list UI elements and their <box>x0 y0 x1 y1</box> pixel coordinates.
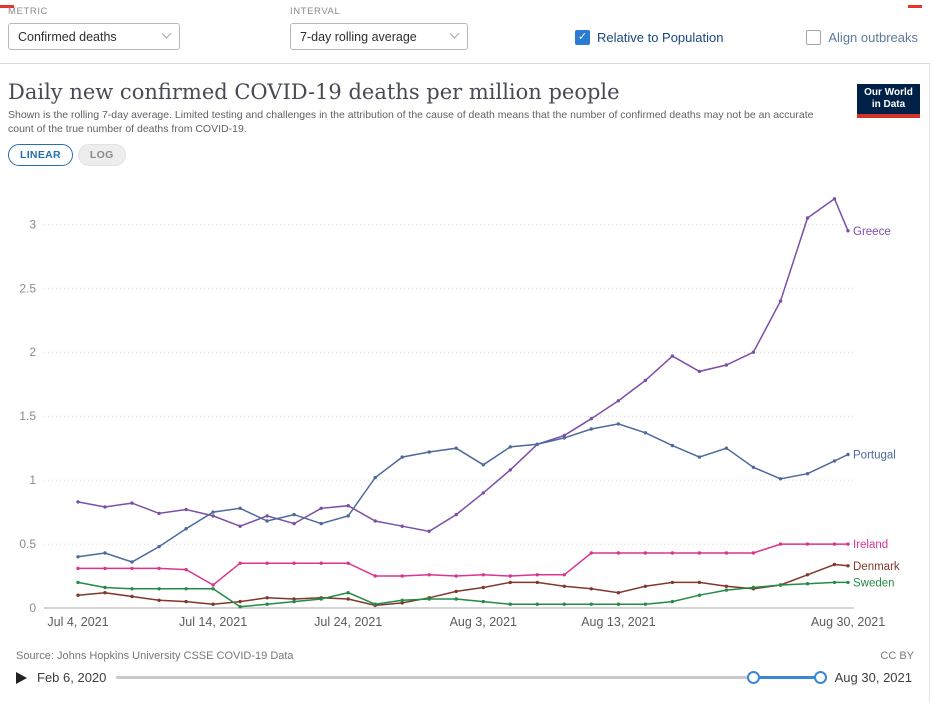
scale-toggle: LINEAR LOG <box>8 144 922 167</box>
source-row: Source: Johns Hopkins University CSSE CO… <box>8 650 922 662</box>
svg-text:Aug 3, 2021: Aug 3, 2021 <box>450 615 517 629</box>
slider-start-handle[interactable] <box>746 671 760 685</box>
svg-text:Jul 24, 2021: Jul 24, 2021 <box>314 615 382 629</box>
interval-select[interactable]: 7-day rolling average <box>290 23 468 50</box>
metric-select-value: Confirmed deaths <box>18 29 117 44</box>
log-scale-button[interactable]: LOG <box>77 144 126 167</box>
interval-select-value: 7-day rolling average <box>300 29 417 44</box>
svg-text:0.5: 0.5 <box>19 537 36 551</box>
logo-line-1: Our World <box>864 86 913 98</box>
checkbox-unchecked-icon <box>806 30 822 45</box>
chevron-down-icon <box>449 28 460 39</box>
svg-text:Aug 30, 2021: Aug 30, 2021 <box>811 615 885 629</box>
svg-text:Jul 4, 2021: Jul 4, 2021 <box>47 615 108 629</box>
timeline-end-label: Aug 30, 2021 <box>834 670 912 686</box>
checkbox-checked-icon: ✓ <box>575 30 590 45</box>
source-text[interactable]: Source: Johns Hopkins University CSSE CO… <box>16 650 294 663</box>
svg-text:Aug 13, 2021: Aug 13, 2021 <box>581 615 655 629</box>
controls-bar: METRIC Confirmed deaths INTERVAL 7-day r… <box>0 0 930 64</box>
svg-text:Portugal: Portugal <box>853 450 896 462</box>
slider-track[interactable] <box>116 676 825 680</box>
svg-text:1: 1 <box>29 473 36 487</box>
timeline-row: Feb 6, 2020 Aug 30, 2021 <box>8 662 922 685</box>
relative-to-population-checkbox[interactable]: ✓ Relative to Population <box>575 30 723 45</box>
interval-label: INTERVAL <box>290 6 341 17</box>
svg-text:Denmark: Denmark <box>853 561 900 573</box>
align-outbreaks-checkbox[interactable]: Align outbreaks <box>806 30 918 45</box>
svg-text:2: 2 <box>29 346 36 360</box>
svg-text:Sweden: Sweden <box>853 578 895 590</box>
align-outbreaks-label: Align outbreaks <box>828 30 918 45</box>
svg-text:0: 0 <box>29 601 36 615</box>
svg-text:3: 3 <box>29 218 36 232</box>
license-text[interactable]: CC BY <box>880 650 914 663</box>
chevron-down-icon <box>161 28 172 39</box>
logo-line-2: in Data <box>871 99 906 110</box>
svg-text:Jul 14, 2021: Jul 14, 2021 <box>179 615 247 629</box>
covid-deaths-line-chart[interactable]: 0 0.5 1 1.5 2 2.5 3 Jul 4, 2021 Jul 14, 2021 Jul … <box>8 170 922 650</box>
red-corner-mark-right <box>908 5 922 8</box>
metric-select[interactable]: Confirmed deaths <box>8 23 180 50</box>
svg-text:Ireland: Ireland <box>853 539 888 551</box>
page-title: Daily new confirmed COVID-19 deaths per … <box>8 80 620 104</box>
svg-text:Greece: Greece <box>853 226 891 238</box>
our-world-in-data-logo[interactable]: Our World in Data <box>857 84 920 118</box>
relative-to-population-label: Relative to Population <box>597 30 724 45</box>
metric-control: METRIC Confirmed deaths <box>8 6 180 50</box>
red-corner-mark-left <box>0 5 14 8</box>
timeline-slider[interactable] <box>116 671 827 685</box>
svg-text:2.5: 2.5 <box>19 282 36 296</box>
metric-label: METRIC <box>8 6 49 17</box>
slider-selected-range <box>753 676 825 680</box>
svg-text:1.5: 1.5 <box>19 410 36 424</box>
slider-end-handle[interactable] <box>813 671 827 685</box>
linear-scale-button[interactable]: LINEAR <box>8 144 73 167</box>
interval-control: INTERVAL 7-day rolling average <box>290 6 468 50</box>
play-icon[interactable] <box>16 671 27 684</box>
chart-section: Daily new confirmed COVID-19 deaths per … <box>0 64 930 685</box>
timeline-start-label: Feb 6, 2020 <box>37 670 107 686</box>
chart-subtitle: Shown is the rolling 7-day average. Limi… <box>8 109 814 136</box>
